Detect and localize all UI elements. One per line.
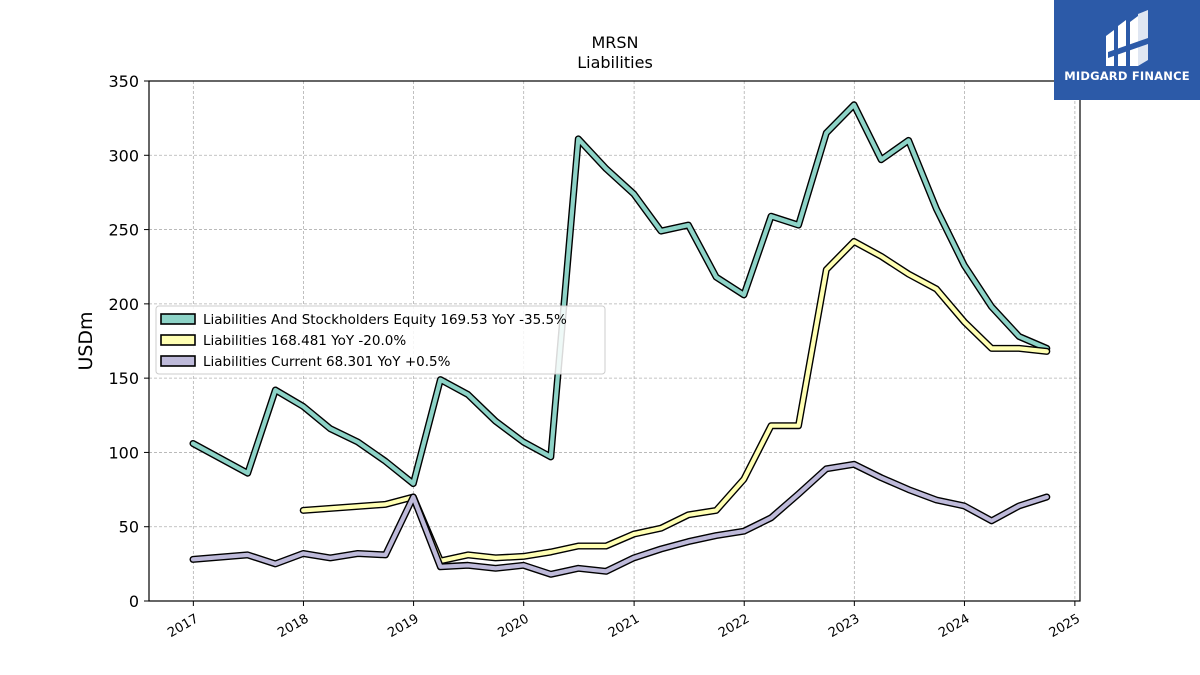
x-tick-label: 2025 [1047,611,1083,641]
x-tick-label: 2021 [606,611,642,641]
y-tick-label: 250 [108,221,139,240]
y-tick-label: 350 [108,72,139,91]
y-axis-label: USDm [75,311,97,370]
y-axis: 0 50 100 150 200 250 300 350 [108,72,149,611]
legend-label-0: Liabilities And Stockholders Equity 169.… [203,312,567,328]
chart-subtitle: Liabilities [577,53,653,72]
x-tick-label: 2024 [936,611,972,641]
legend-label-2: Liabilities Current 68.301 YoY +0.5% [203,354,451,370]
series-line-2 [190,462,1049,577]
y-tick-label: 150 [108,369,139,388]
series-line-1 [301,239,1049,564]
brand-name: MIDGARD FINANCE [1064,69,1190,83]
x-tick-label: 2017 [165,611,201,641]
midgard-logo-icon [1106,10,1148,66]
chart-title: MRSN [591,33,638,52]
legend-swatch-0 [160,313,196,325]
legend-swatch-2 [160,355,196,367]
y-tick-label: 0 [129,592,139,611]
x-tick-label: 2022 [716,611,752,641]
y-tick-label: 300 [108,146,139,165]
x-tick-label: 2019 [385,611,421,641]
brand-logo: MIDGARD FINANCE [1054,0,1200,100]
plot-frame [148,80,1081,602]
legend-label-1: Liabilities 168.481 YoY -20.0% [203,333,406,349]
grid [149,80,1080,602]
x-tick-label: 2023 [826,611,862,641]
x-axis: 2017 2018 2019 2020 2021 2022 2023 2024 2025 [165,601,1083,641]
y-tick-label: 50 [119,518,139,537]
x-tick-label: 2018 [275,611,311,641]
x-tick-label: 2020 [496,611,532,641]
y-tick-label: 200 [108,295,139,314]
legend: Liabilities And Stockholders Equity 169.… [155,305,606,375]
legend-swatch-1 [160,334,196,346]
legend-box [155,305,606,375]
series-line-0 [190,102,1049,486]
series-layer [189,101,1051,578]
y-tick-label: 100 [108,443,139,462]
